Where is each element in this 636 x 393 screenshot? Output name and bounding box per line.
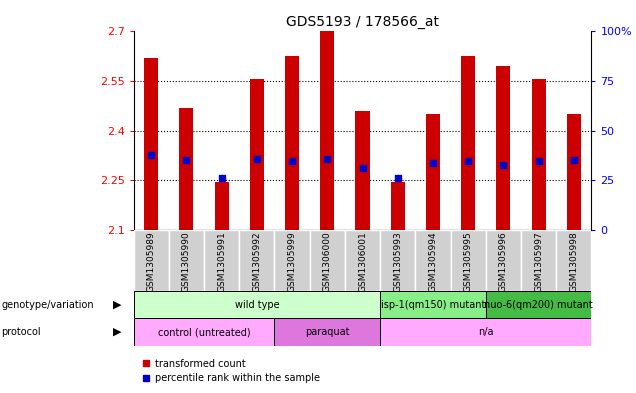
Text: GSM1305992: GSM1305992 [252,232,261,292]
Bar [556,230,591,291]
Bar [204,230,239,291]
Text: paraquat: paraquat [305,327,350,337]
Bar [380,230,415,291]
Text: GSM1305990: GSM1305990 [182,232,191,292]
Bar [356,111,370,230]
Bar [179,108,193,230]
Text: GSM1305994: GSM1305994 [429,232,438,292]
Bar [214,182,229,230]
Text: ▶: ▶ [113,327,122,337]
Bar [496,66,511,230]
Bar [134,291,380,318]
Bar [415,230,450,291]
Text: n/a: n/a [478,327,494,337]
Text: GSM1305997: GSM1305997 [534,232,543,292]
Text: control (untreated): control (untreated) [158,327,251,337]
Bar [567,114,581,230]
Text: GSM1305999: GSM1305999 [287,232,296,292]
Text: protocol: protocol [1,327,41,337]
Text: wild type: wild type [235,299,279,310]
Bar [275,230,310,291]
Bar [521,230,556,291]
Text: GSM1305989: GSM1305989 [147,232,156,292]
Text: GSM1305998: GSM1305998 [569,232,578,292]
Text: nuo-6(qm200) mutant: nuo-6(qm200) mutant [484,299,593,310]
Bar [461,56,475,230]
Bar [532,79,546,230]
Bar [321,31,335,230]
Text: GSM1305996: GSM1305996 [499,232,508,292]
Text: GSM1306001: GSM1306001 [358,232,367,292]
Bar [426,114,440,230]
Text: GSM1305993: GSM1305993 [393,232,402,292]
Text: GSM1305995: GSM1305995 [464,232,473,292]
Bar [486,291,591,318]
Bar [250,79,264,230]
Legend: transformed count, percentile rank within the sample: transformed count, percentile rank withi… [139,354,324,387]
Bar [239,230,275,291]
Bar [134,318,275,346]
Bar [144,58,158,230]
Text: isp-1(qm150) mutant: isp-1(qm150) mutant [381,299,485,310]
Bar [310,230,345,291]
Title: GDS5193 / 178566_at: GDS5193 / 178566_at [286,15,439,29]
Bar [391,182,404,230]
Bar [345,230,380,291]
Text: GSM1306000: GSM1306000 [323,232,332,292]
Bar [380,291,486,318]
Bar [285,56,299,230]
Bar [169,230,204,291]
Bar [134,230,169,291]
Bar [450,230,486,291]
Text: ▶: ▶ [113,299,122,310]
Bar [275,318,380,346]
Bar [486,230,521,291]
Bar [380,318,591,346]
Text: GSM1305991: GSM1305991 [217,232,226,292]
Text: genotype/variation: genotype/variation [1,299,94,310]
